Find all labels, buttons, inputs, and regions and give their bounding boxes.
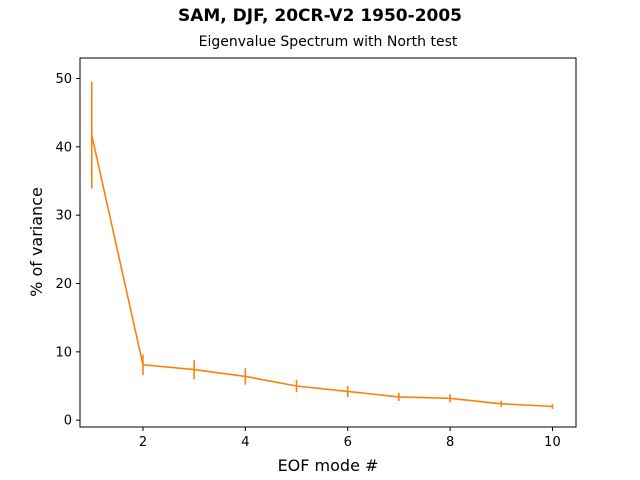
y-tick-label: 40 [55,140,72,155]
y-tick-label: 0 [64,414,72,429]
x-tick-label: 6 [344,435,352,450]
y-tick-label: 50 [55,72,72,87]
x-tick-label: 4 [241,435,249,450]
chart-subtitle: Eigenvalue Spectrum with North test [198,34,458,50]
x-tick-label: 8 [446,435,454,450]
plot-frame [79,57,577,428]
x-axis-ticks: 2 4 6 8 10 [139,427,561,450]
series-layer [90,81,554,409]
x-tick-label: 10 [544,435,561,450]
series-line [90,135,553,408]
y-tick-label: 30 [55,209,72,224]
y-tick-label: 10 [55,345,72,360]
x-axis-label: EOF mode # [278,456,379,475]
y-axis-label: % of variance [27,187,46,297]
chart-title: SAM, DJF, 20CR-V2 1950-2005 [177,6,463,26]
x-tick-label: 2 [139,435,147,450]
y-tick-label: 20 [55,277,72,292]
y-axis-ticks: 0 10 20 30 40 50 [55,72,80,429]
